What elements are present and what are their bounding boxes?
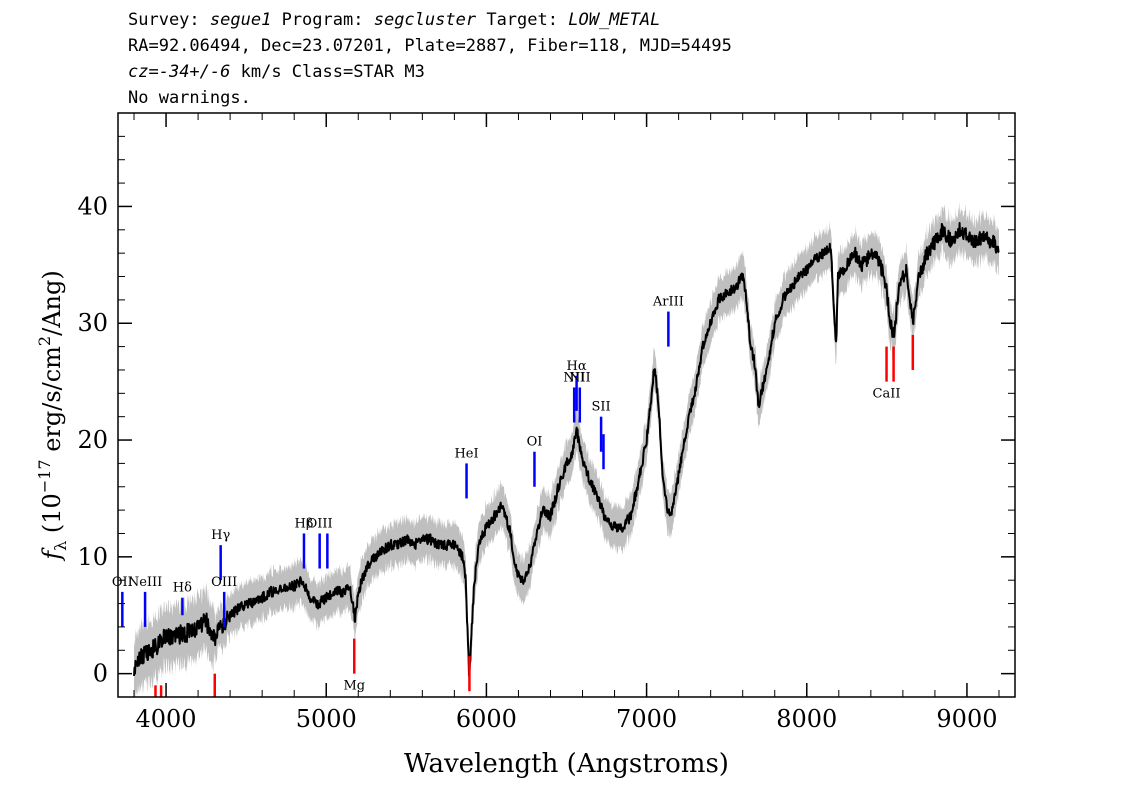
error-band <box>134 200 999 697</box>
emission-line-label: Hβ <box>295 516 314 531</box>
x-tick-label: 9000 <box>936 705 997 733</box>
header-warnings: No warnings. <box>128 88 251 108</box>
error-band-layer <box>134 200 999 697</box>
spectrum-layer <box>133 222 1000 677</box>
y-axis-exp: −17 <box>35 459 54 493</box>
y-axis-unit-open: (10 <box>38 493 66 541</box>
y-axis-label: fλ (10−17 erg/s/cm2/Ang) <box>35 270 70 561</box>
y-axis-unit-mid: erg/s/cm <box>38 346 66 460</box>
y-axis-symbol-lambda: λ <box>51 541 70 551</box>
x-tick-label: 5000 <box>296 705 357 733</box>
emission-line-label: NeIII <box>128 575 162 590</box>
emission-line-label: Hδ <box>173 581 192 596</box>
program-label: Program: <box>281 10 364 30</box>
emission-line-label: OIII <box>307 516 333 531</box>
program-value: segcluster <box>373 10 477 30</box>
y-tick-label: 30 <box>77 309 108 337</box>
y-tick-label: 0 <box>93 660 108 688</box>
absorption-line-label: Mg <box>343 679 365 694</box>
y-axis-sq: 2 <box>35 336 54 346</box>
y-tick-label: 10 <box>77 543 108 571</box>
survey-value: segue1 <box>209 10 272 30</box>
emission-line-label: NII <box>563 370 585 385</box>
target-label: Target: <box>486 10 558 30</box>
header-line-2: RA=92.06494, Dec=23.07201, Plate=2887, F… <box>128 36 732 56</box>
ticks-layer: 4000 5000 6000 7000 8000 9000 0 10 20 30 40 <box>77 113 1015 733</box>
emission-line-label: SII <box>592 400 611 415</box>
spectrum-line <box>133 222 1000 677</box>
y-tick-label: 40 <box>77 192 108 220</box>
emission-line-label: Hγ <box>211 528 230 543</box>
plot-frame <box>117 112 1016 698</box>
emission-line-label: Hα <box>567 359 587 374</box>
header-line-1: Survey: segue1 Program: segcluster Targe… <box>128 10 660 30</box>
target-value: LOW_METAL <box>568 10 661 30</box>
x-tick-label: 4000 <box>136 705 197 733</box>
cz-value: -34+/-6 <box>158 62 231 82</box>
emission-line-label: ArIII <box>652 295 684 310</box>
emission-line-label: OIII <box>211 575 237 590</box>
cz-rest: km/s Class=STAR M3 <box>230 62 425 82</box>
x-tick-label: 8000 <box>776 705 837 733</box>
emission-line-label: HeI <box>454 446 478 461</box>
emission-line-label: OI <box>527 435 543 450</box>
y-tick-label: 20 <box>77 426 108 454</box>
absorption-line-label: CaII <box>873 387 901 402</box>
x-tick-label: 6000 <box>456 705 517 733</box>
x-tick-label: 7000 <box>616 705 677 733</box>
cz-label: cz= <box>128 62 159 82</box>
x-axis-label: Wavelength (Angstroms) <box>404 749 729 779</box>
emission-line-label: OII <box>112 575 133 590</box>
header-line-3: cz=-34+/-6 km/s Class=STAR M3 <box>128 62 425 82</box>
y-axis-unit-end: /Ang) <box>38 270 66 336</box>
emission-line-label: NII <box>569 370 591 385</box>
survey-label: Survey: <box>128 10 200 30</box>
